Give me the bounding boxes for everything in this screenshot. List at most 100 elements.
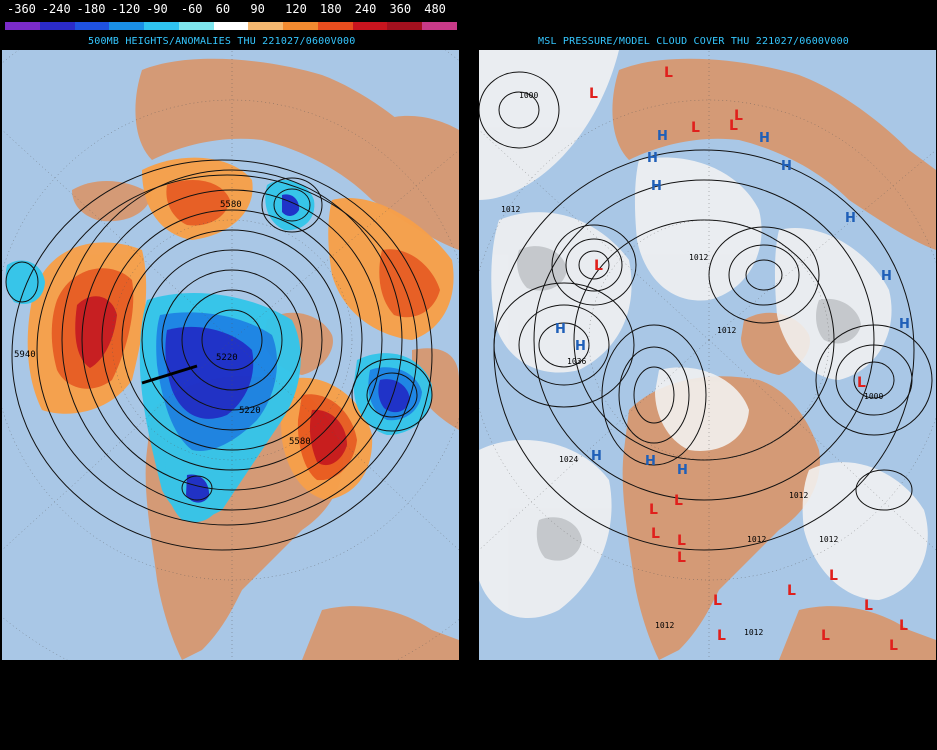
legend-swatch	[178, 22, 214, 30]
contour-label: 5580	[220, 200, 242, 210]
left-panel-title: 500MB HEIGHTS/ANOMALIES THU 221027/0600V…	[88, 36, 356, 47]
high-pressure-symbol: H	[575, 339, 586, 354]
low-pressure-symbol: L	[674, 493, 683, 509]
legend-swatch	[422, 22, 457, 30]
legend-label: -60	[180, 2, 203, 16]
africa-land	[412, 348, 459, 430]
high-pressure-symbol: H	[677, 463, 688, 478]
legend-swatch	[248, 22, 284, 30]
isobar	[479, 71, 560, 149]
isobar	[538, 322, 590, 368]
cloud-region-grey	[536, 517, 582, 561]
isobar	[633, 366, 675, 424]
cloud-region	[479, 50, 619, 200]
isobar-label: 1000	[864, 392, 883, 401]
msl-pressure-cloud-map: 1000 1012 1036 1024 1012 1012 1012 1012 …	[479, 50, 936, 660]
isobar	[493, 149, 915, 551]
isobar-label: 1012	[744, 628, 763, 637]
legend-swatch	[144, 22, 179, 30]
high-pressure-symbol: H	[781, 159, 792, 174]
meridian	[231, 149, 459, 341]
graticule	[2, 50, 459, 660]
contour-ring	[141, 249, 323, 431]
low-pressure-symbol: L	[729, 118, 738, 134]
isobar	[855, 469, 913, 511]
anomaly-fields	[5, 157, 454, 523]
high-pressure-symbol: H	[651, 179, 662, 194]
anomaly-legend-colorbar	[5, 22, 457, 30]
positive-anomaly-pacific-center	[75, 296, 117, 368]
cloud-region	[634, 157, 762, 301]
contour-ring	[36, 174, 418, 526]
contour-ring	[61, 169, 403, 511]
height-contours	[5, 159, 433, 551]
isobar	[853, 361, 895, 399]
meridian	[708, 149, 936, 341]
negative-anomaly-canada-deep	[165, 326, 254, 419]
anomaly-legend-labels: -360 -240 -180 -120 -90 -60 60 90 120 180 240 360 48…	[0, 2, 460, 22]
legend-label: 180	[319, 2, 342, 16]
asia-land	[135, 58, 459, 250]
low-pressure-symbol: L	[594, 258, 603, 274]
alaska-land	[72, 180, 152, 222]
isobar-label: 1036	[567, 357, 586, 366]
low-pressure-symbol: L	[589, 86, 598, 102]
contour-ring	[101, 209, 363, 471]
legend-swatch	[387, 22, 423, 30]
low-pressure-symbol: L	[649, 502, 658, 518]
contour-ring	[273, 188, 311, 222]
high-pressure-symbol: H	[647, 151, 658, 166]
contour-ring	[366, 372, 418, 418]
low-pressure-symbol: L	[889, 638, 898, 654]
legend-label: -90	[146, 2, 168, 16]
isobar	[618, 346, 690, 444]
contour-ring	[121, 229, 343, 451]
legend-label: -120	[111, 2, 141, 16]
legend-label: -240	[41, 2, 71, 16]
isobar	[565, 238, 623, 292]
right-panel-title: MSL PRESSURE/MODEL CLOUD COVER THU 22102…	[538, 36, 850, 47]
contour-ring	[181, 289, 283, 391]
high-pressure-symbol: H	[657, 129, 668, 144]
land-masses	[612, 58, 936, 660]
contour-ring	[261, 177, 323, 233]
high-pressure-symbol: H	[591, 449, 602, 464]
low-pressure-symbol: L	[821, 628, 830, 644]
isobar	[518, 304, 610, 386]
isobar-label: 1000	[519, 91, 538, 100]
trough-axis-line	[141, 364, 198, 385]
contour-ring	[181, 475, 213, 501]
low-pressure-symbol: L	[899, 618, 908, 634]
legend-swatch	[39, 22, 75, 30]
isobar	[815, 324, 933, 436]
high-pressure-symbol: H	[899, 317, 910, 332]
isobar-label: 1012	[689, 253, 708, 262]
isobars	[479, 71, 933, 551]
contour-label: 5580	[289, 437, 311, 447]
north-america-land	[622, 376, 820, 660]
legend-label: 240	[354, 2, 377, 16]
isobar-label: 1012	[789, 491, 808, 500]
legend-swatch	[213, 22, 249, 30]
asia-land	[612, 58, 936, 250]
legend-label: 60	[215, 2, 231, 16]
low-pressure-symbol: L	[677, 550, 686, 566]
low-pressure-symbol: L	[829, 568, 838, 584]
isobar-label: 1012	[747, 535, 766, 544]
high-pressure-symbol: H	[845, 211, 856, 226]
isobar-label: 1024	[559, 455, 578, 464]
isobar-label: 1012	[717, 326, 736, 335]
contour-label: 5940	[14, 350, 36, 360]
isobar	[533, 179, 875, 501]
contour-ring	[351, 358, 433, 432]
low-pressure-symbol: L	[717, 628, 726, 644]
high-pressure-symbol: H	[759, 131, 770, 146]
legend-label: 90	[250, 2, 265, 16]
high-pressure-symbol: H	[555, 322, 566, 337]
isobar	[601, 324, 707, 466]
graticule	[479, 50, 936, 660]
cloud-region	[802, 462, 928, 600]
south-america-land	[779, 606, 936, 660]
isobar	[745, 259, 783, 291]
legend-label: -360	[7, 2, 36, 16]
